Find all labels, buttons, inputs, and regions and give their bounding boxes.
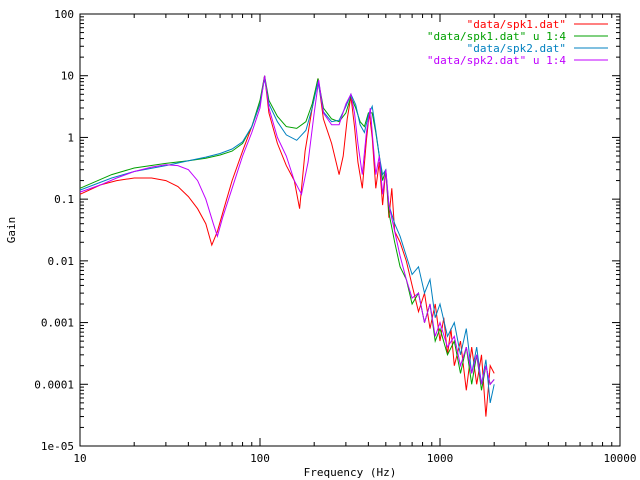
legend-label-4: "data/spk2.dat" u 1:4 — [427, 54, 566, 67]
y-tick-label: 10 — [61, 70, 74, 83]
plot-frame — [79, 13, 621, 447]
y-axis-title: Gain — [5, 217, 18, 244]
legend-label-2: "data/spk1.dat" u 1:4 — [427, 30, 566, 43]
legend-label-1: "data/spk1.dat" — [467, 18, 566, 31]
y-tick-label: 1 — [67, 131, 74, 144]
x-tick-label: 10 — [73, 452, 86, 465]
y-tick-label: 0.001 — [41, 317, 74, 330]
y-tick-label: 0.01 — [48, 255, 75, 268]
x-tick-label: 10000 — [603, 452, 636, 465]
y-tick-label: 1e-05 — [41, 440, 74, 453]
series-line-4 — [79, 75, 495, 386]
series-line-2 — [79, 75, 495, 391]
x-axis: 10 100 1000 10000 — [73, 14, 637, 465]
legend: "data/spk1.dat""data/spk1.dat" u 1:4"dat… — [427, 18, 608, 67]
x-axis-title: Frequency (Hz) — [304, 466, 397, 479]
y-tick-label: 0.0001 — [34, 378, 74, 391]
series-line-1 — [79, 75, 495, 417]
y-tick-label: 0.1 — [54, 193, 74, 206]
y-tick-label: 100 — [54, 8, 74, 21]
legend-label-3: "data/spk2.dat" — [467, 42, 566, 55]
series-line-3 — [79, 78, 495, 404]
y-axis: 1e-05 0.0001 0.001 0.01 0.1 1 10 100 — [34, 8, 620, 453]
x-tick-label: 100 — [250, 452, 270, 465]
series-layer — [79, 75, 495, 417]
x-tick-label: 1000 — [427, 452, 454, 465]
